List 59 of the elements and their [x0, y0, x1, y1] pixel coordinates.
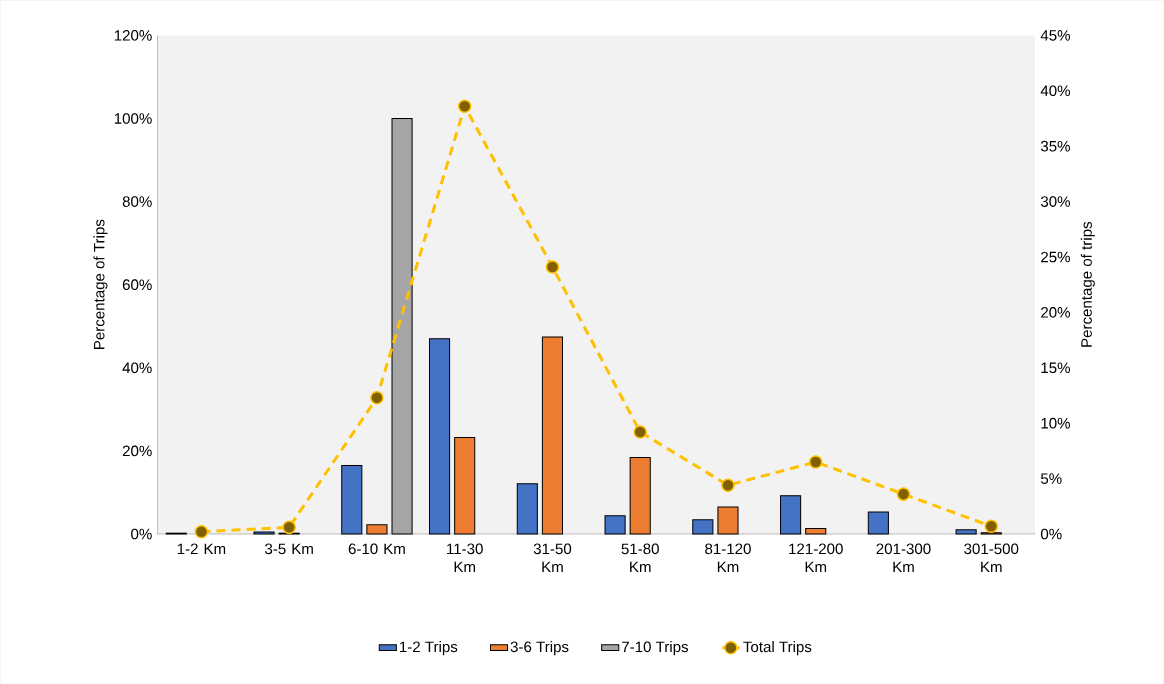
- bar: [253, 531, 275, 535]
- bar: [867, 511, 889, 535]
- point: [194, 524, 209, 539]
- legend-label: 7-10 Trips: [622, 640, 689, 655]
- y2-tick-label: 35%: [1040, 140, 1070, 152]
- y2-tick-label: 45%: [1040, 29, 1070, 41]
- point: [896, 487, 911, 501]
- y2-tick-label: 40%: [1040, 85, 1070, 96]
- y-axis-title: Percentage of Trips: [93, 219, 108, 349]
- point: [633, 425, 647, 439]
- bar: [341, 464, 363, 535]
- x-tick-label: 6-10 Km: [348, 543, 405, 554]
- y2-tick-label: 25%: [1041, 251, 1070, 263]
- bar: [780, 495, 802, 535]
- point: [984, 519, 999, 533]
- legend-label: Total Trips: [743, 640, 812, 655]
- bar: [541, 336, 564, 535]
- bar: [805, 527, 827, 535]
- legend-label: 1-2 Trips: [400, 640, 458, 655]
- x-tick-label: 201-300 Km: [876, 543, 931, 572]
- y2-tick-label: 20%: [1041, 306, 1070, 318]
- x-tick-label: 51-80 Km: [621, 543, 659, 572]
- bar: [391, 117, 413, 535]
- legend-label: 3-6 Trips: [510, 640, 569, 655]
- bar: [629, 456, 651, 535]
- y-tick-label: 60%: [122, 279, 152, 290]
- y2-axis-title: Percentage of trips: [1080, 221, 1095, 347]
- bar: [692, 519, 714, 535]
- bar: [955, 529, 977, 535]
- point: [545, 259, 560, 274]
- bar: [516, 482, 538, 535]
- y-tick-label: 100%: [114, 112, 152, 124]
- y-tick-label: 120%: [114, 29, 152, 41]
- x-tick-label: 3-5 Km: [265, 543, 313, 554]
- y2-tick-label: 15%: [1041, 362, 1070, 373]
- y-tick-label: 40%: [122, 362, 152, 373]
- bar: [366, 524, 388, 535]
- y2-tick-label: 30%: [1040, 196, 1070, 207]
- point: [370, 390, 384, 405]
- x-tick-label: 11-30 Km: [447, 543, 483, 572]
- y-tick-label: 0%: [131, 528, 152, 540]
- bar: [604, 514, 626, 535]
- x-tick-label: 121-200 Km: [789, 543, 843, 572]
- y-tick-label: 80%: [122, 196, 152, 207]
- x-tick-label: 31-50 Km: [533, 543, 572, 572]
- x-tick-label: 81-120 Km: [705, 543, 751, 572]
- x-tick-label: 1-2 Km: [177, 543, 226, 554]
- point: [457, 99, 472, 113]
- y2-tick-label: 0%: [1040, 528, 1062, 540]
- y-tick-label: 20%: [122, 445, 152, 456]
- y2-tick-label: 5%: [1040, 473, 1062, 484]
- point: [721, 478, 735, 492]
- point: [808, 454, 823, 469]
- bar: [717, 506, 739, 535]
- point: [282, 520, 296, 534]
- x-tick-label: 301-500 Km: [964, 543, 1019, 572]
- bar: [428, 337, 451, 535]
- y2-tick-label: 10%: [1041, 417, 1070, 429]
- bar: [454, 436, 476, 535]
